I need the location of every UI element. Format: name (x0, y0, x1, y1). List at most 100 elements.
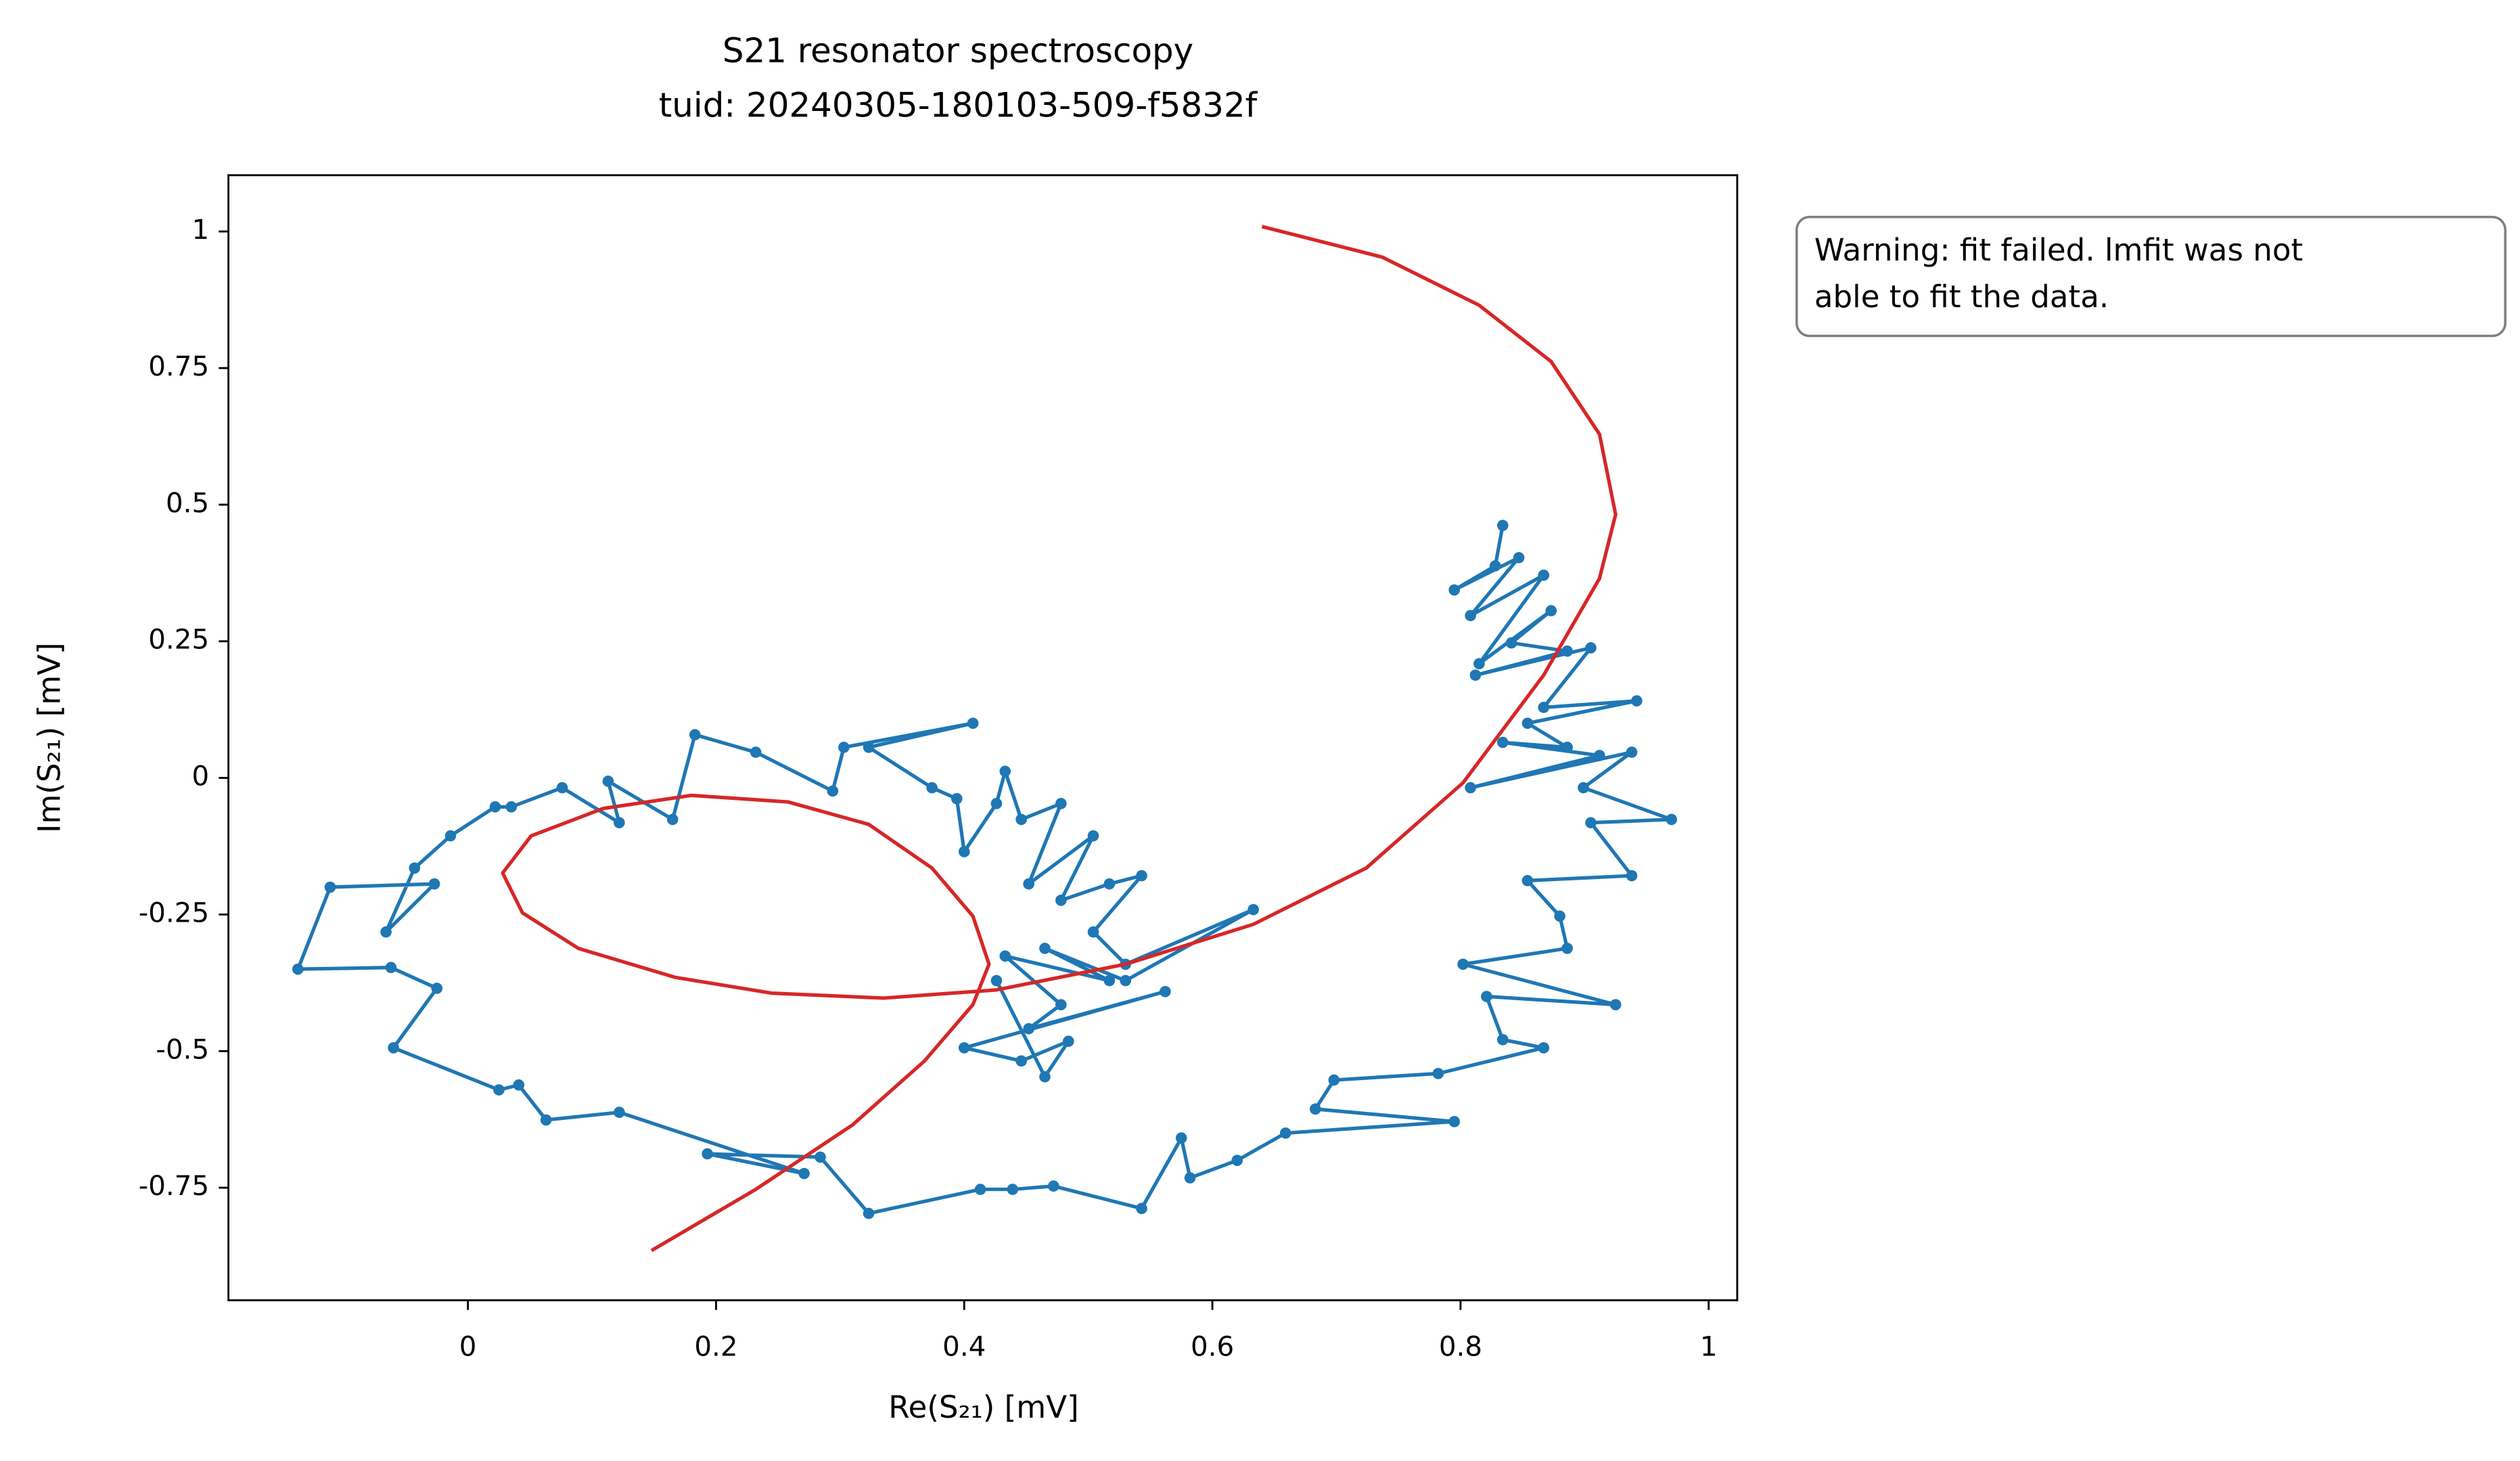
data-point (1448, 1116, 1461, 1127)
data-point (540, 1114, 552, 1126)
data-point (1465, 610, 1476, 622)
data-point (689, 729, 701, 741)
data-point (431, 983, 443, 994)
data-point (1538, 1042, 1550, 1054)
data-point (1496, 520, 1509, 531)
y-tick-label: -0.75 (139, 1170, 209, 1202)
y-tick-label: 0.75 (148, 351, 209, 382)
data-point (1023, 1022, 1034, 1035)
data-point (1594, 750, 1605, 761)
data-point (1545, 605, 1557, 616)
data-point (1666, 813, 1678, 826)
data-point (505, 801, 518, 813)
data-point (750, 746, 762, 758)
data-point (1055, 895, 1067, 906)
data-point (999, 950, 1011, 962)
data-point (926, 782, 938, 794)
data-point (1538, 569, 1550, 581)
data-point (1626, 870, 1638, 882)
data-point (1561, 943, 1573, 954)
data-point (1175, 1132, 1187, 1144)
data-point (1473, 658, 1485, 670)
data-point (489, 801, 501, 813)
data-point (967, 717, 979, 729)
data-point (1521, 717, 1534, 729)
x-tick-label: 0 (459, 1331, 477, 1363)
data-point (1136, 1202, 1147, 1215)
data-point (1489, 560, 1501, 572)
data-point (1231, 1154, 1243, 1167)
data-point (838, 742, 850, 753)
y-tick-label: 0.5 (166, 487, 209, 519)
y-axis-label: Im(S₂₁) [mV] (31, 642, 67, 833)
data-point (324, 881, 336, 893)
chart-title: S21 resonator spectroscopy (723, 31, 1193, 70)
annotation: able to fit the data. (1814, 279, 2109, 315)
annotation-box (1795, 215, 2507, 338)
data-point (1513, 552, 1525, 564)
data-point (1609, 999, 1622, 1010)
data-point (1015, 813, 1027, 826)
data-point (1469, 669, 1482, 681)
data-point (950, 792, 963, 805)
data-point (1554, 910, 1565, 922)
data-point (1585, 642, 1597, 654)
data-point (1039, 1071, 1051, 1083)
data-point (958, 846, 970, 857)
data-point (614, 1106, 625, 1119)
data-point (1328, 1074, 1340, 1086)
data-point (1039, 943, 1051, 954)
data-point (798, 1167, 810, 1179)
data-point (1103, 878, 1116, 890)
data-point (990, 798, 1003, 809)
x-tick-label: 1 (1700, 1331, 1718, 1363)
data-point (1465, 782, 1476, 794)
data-point (380, 926, 392, 938)
data-point (702, 1148, 713, 1160)
data-point (409, 862, 421, 874)
data-point (863, 1207, 875, 1219)
annotation: Warning: fit failed. lmfit was not (1814, 232, 2303, 268)
data-point (1160, 985, 1171, 997)
data-point (1521, 875, 1534, 886)
data-point (1310, 1103, 1321, 1115)
data-point (1432, 1068, 1444, 1079)
x-tick-label: 0.4 (942, 1331, 986, 1363)
plot-frame (227, 174, 1739, 1301)
data-point (1087, 830, 1099, 842)
data-point (1448, 584, 1461, 596)
data-point (602, 776, 614, 787)
data-point (1007, 1184, 1019, 1195)
data-point (1279, 1127, 1291, 1139)
data-point (513, 1079, 525, 1091)
data-point (1103, 974, 1116, 987)
data-point (1457, 958, 1469, 970)
data-point (990, 974, 1003, 987)
data-point (556, 782, 568, 794)
data-point (974, 1184, 986, 1195)
data-point (1578, 782, 1589, 794)
data-point (292, 963, 304, 975)
y-tick-label: -0.5 (156, 1033, 209, 1065)
data-point (1496, 736, 1509, 748)
data-point (1136, 870, 1147, 882)
data-point (493, 1084, 505, 1096)
data-point (827, 785, 839, 797)
data-point (1481, 991, 1492, 1002)
data-point (1561, 645, 1573, 657)
data-point (614, 817, 625, 829)
data-point (444, 830, 457, 842)
data-point (863, 742, 875, 753)
data-point (1120, 974, 1132, 987)
data-point (428, 878, 440, 890)
data-point (1015, 1055, 1027, 1067)
data-point (958, 1042, 970, 1054)
x-tick-label: 0.6 (1191, 1331, 1234, 1363)
data-point (666, 813, 679, 826)
data-line (296, 525, 1674, 1215)
data-point (1184, 1172, 1196, 1184)
y-tick-label: 1 (191, 214, 209, 246)
data-point (1561, 742, 1573, 753)
